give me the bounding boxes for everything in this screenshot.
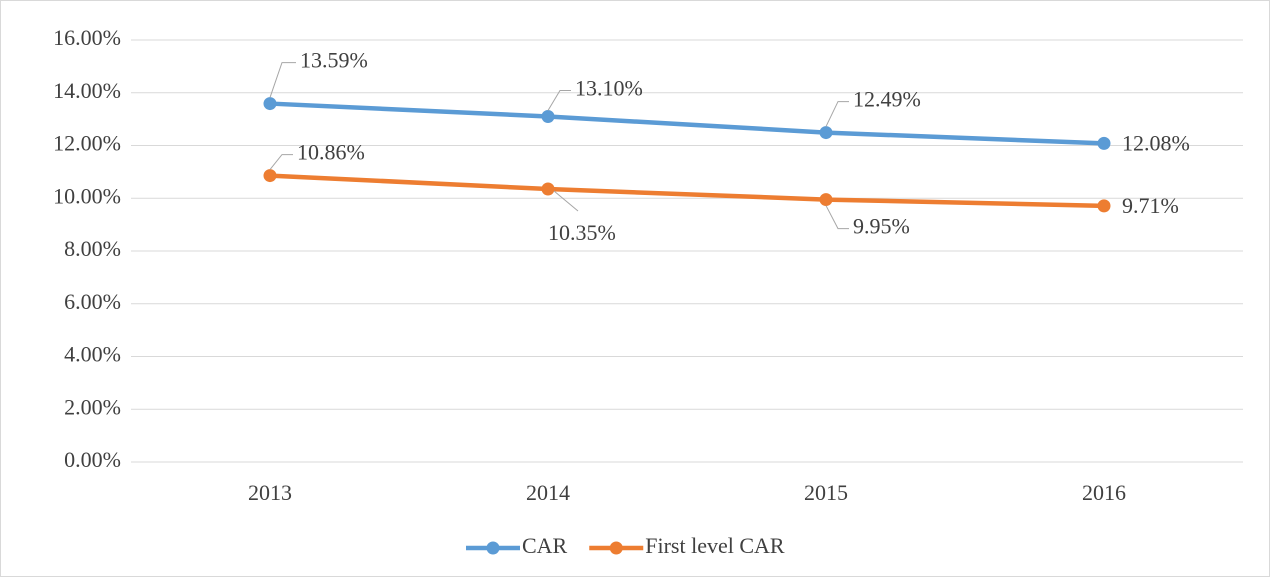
- data-point: [541, 109, 555, 123]
- y-tick-label: 16.00%: [53, 25, 121, 50]
- leader-line: [825, 205, 849, 230]
- series-line: [267, 173, 1107, 209]
- leader-line: [547, 89, 571, 111]
- legend-label: CAR: [522, 533, 568, 558]
- x-tick-label: 2016: [1082, 480, 1126, 505]
- leader-line: [553, 190, 579, 212]
- y-tick-label: 12.00%: [53, 131, 121, 156]
- data-point: [1097, 199, 1111, 213]
- series-line: [267, 101, 1107, 146]
- data-point: [263, 169, 277, 183]
- legend-label: First level CAR: [645, 533, 785, 558]
- y-tick-label: 14.00%: [53, 78, 121, 103]
- data-point: [819, 193, 833, 207]
- data-label: 9.71%: [1122, 193, 1179, 218]
- x-tick-label: 2013: [248, 480, 292, 505]
- data-point: [819, 126, 833, 140]
- y-tick-label: 10.00%: [53, 183, 121, 208]
- data-label: 9.95%: [853, 214, 910, 239]
- x-tick-label: 2014: [526, 480, 570, 505]
- leader-line: [269, 62, 296, 98]
- data-label: 13.10%: [575, 76, 643, 101]
- data-label: 12.49%: [853, 87, 921, 112]
- y-tick-label: 6.00%: [64, 289, 121, 314]
- data-label: 10.86%: [297, 140, 365, 165]
- y-tick-label: 0.00%: [64, 447, 121, 472]
- legend-marker: [609, 541, 623, 555]
- legend-marker: [486, 541, 500, 555]
- data-point: [1097, 136, 1111, 150]
- leader-line: [269, 154, 293, 170]
- data-label: 10.35%: [548, 220, 616, 245]
- y-tick-label: 2.00%: [64, 394, 121, 419]
- data-point: [541, 182, 555, 196]
- data-label: 12.08%: [1122, 130, 1190, 155]
- data-point: [263, 97, 277, 111]
- x-tick-label: 2015: [804, 480, 848, 505]
- y-tick-label: 8.00%: [64, 236, 121, 261]
- y-tick-label: 4.00%: [64, 342, 121, 367]
- data-label: 13.59%: [300, 48, 368, 73]
- leader-line: [825, 101, 849, 127]
